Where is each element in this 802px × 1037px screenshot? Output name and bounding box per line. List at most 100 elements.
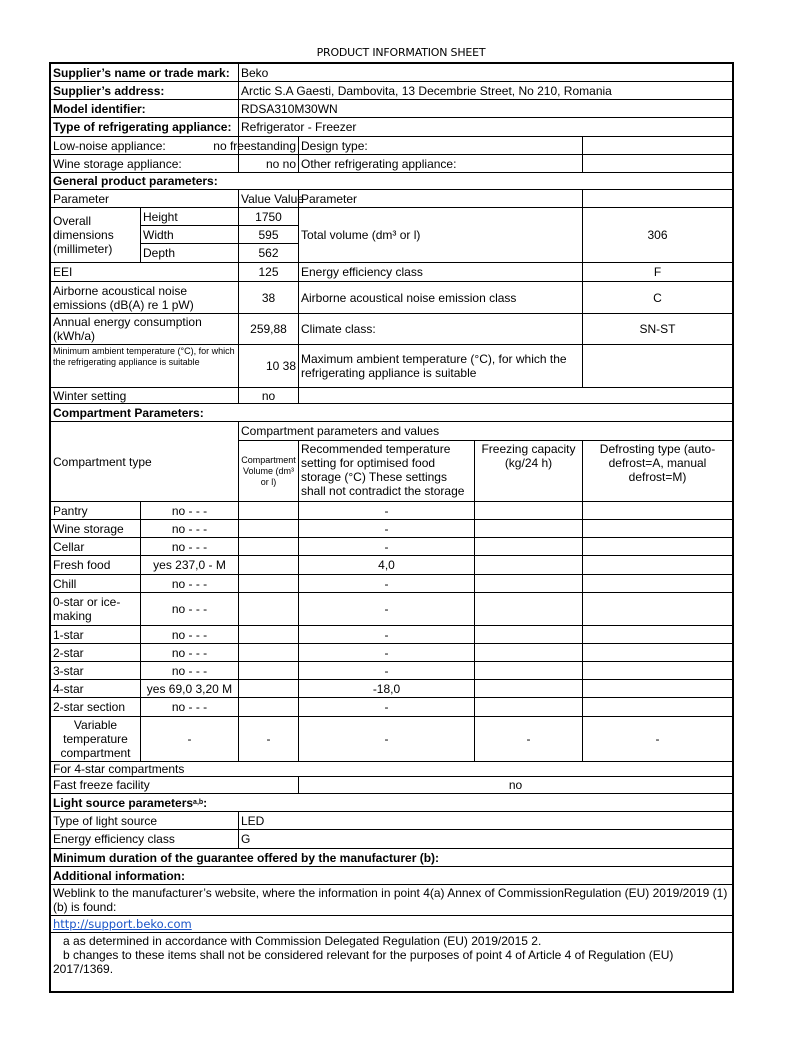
noise-emission-label: Airborne acoustical noise emissions (dB(… — [50, 281, 239, 314]
value-header-2 — [582, 189, 733, 208]
compartment-temperature: - — [298, 643, 475, 662]
footnote-a: a as determined in accordance with Commi… — [53, 934, 542, 948]
overall-dimensions-label: Overall dimensions (millimeter) — [50, 207, 141, 263]
noise-class-value: C — [582, 281, 733, 314]
compartment-name: Wine storage — [50, 519, 141, 538]
compartment-defrost-type — [582, 679, 733, 698]
footnote-b: b changes to these items shall not be co… — [53, 948, 677, 976]
design-type-value — [582, 136, 733, 155]
design-type-label: Design type: — [298, 136, 583, 155]
compartment-temperature: - — [298, 537, 475, 556]
compartment-defrost-type — [582, 697, 733, 717]
depth-value: 562 — [238, 243, 299, 263]
compartment-temperature: - — [298, 697, 475, 717]
compartment-name: Chill — [50, 574, 141, 593]
compartment-name: 2-star — [50, 643, 141, 662]
compartment-name: Cellar — [50, 537, 141, 556]
parameter-header: Parameter — [50, 189, 239, 208]
wine-storage-label: Wine storage appliance: — [50, 154, 239, 173]
compartment-defrost-type — [582, 537, 733, 556]
supplier-name-label: Supplier’s name or trade mark: — [50, 63, 239, 82]
width-label: Width — [140, 225, 239, 244]
footnotes: a as determined in accordance with Commi… — [50, 932, 733, 993]
parameter-header-2: Parameter — [298, 189, 583, 208]
variable-compartment-volume: - — [238, 716, 299, 762]
compartment-volume — [238, 679, 299, 698]
light-heading-suffix: : — [203, 795, 208, 810]
compartment-defrost-type — [582, 625, 733, 644]
fast-freeze-label: Fast freeze facility — [50, 776, 299, 794]
compartment-values: no - - - — [140, 501, 239, 520]
compartment-temperature: - — [298, 592, 475, 626]
compartment-values: no - - - — [140, 625, 239, 644]
compartment-temperature: - — [298, 519, 475, 538]
compartment-volume — [238, 519, 299, 538]
compartment-volume — [238, 697, 299, 717]
compartment-params-header: Compartment parameters and values — [238, 421, 733, 441]
compartment-freezing-capacity — [474, 592, 583, 626]
compartment-temperature: -18,0 — [298, 679, 475, 698]
winter-setting-blank — [298, 387, 733, 404]
compartment-freezing-capacity — [474, 501, 583, 520]
compartment-freezing-capacity — [474, 574, 583, 593]
compartment-volume — [238, 537, 299, 556]
supplier-address-value: Arctic S.A Gaesti, Dambovita, 13 Decembr… — [238, 81, 733, 100]
compartment-freezing-capacity — [474, 643, 583, 662]
compartment-values: no - - - — [140, 697, 239, 717]
climate-class-value: SN-ST — [582, 313, 733, 345]
compartment-name: 4-star — [50, 679, 141, 698]
annual-energy-label: Annual energy consumption (kWh/a) — [50, 313, 239, 345]
compartment-name: Pantry — [50, 501, 141, 520]
compartment-volume — [238, 625, 299, 644]
compartment-name: Fresh food — [50, 555, 141, 575]
compartment-type-header: Compartment type — [50, 421, 239, 502]
energy-class-value: F — [582, 262, 733, 282]
page-title: PRODUCT INFORMATION SHEET — [316, 46, 486, 59]
compartment-defrost-type — [582, 592, 733, 626]
low-noise-value: no freestanding — [213, 136, 299, 155]
compartment-defrost-type — [582, 519, 733, 538]
compartment-freezing-capacity — [474, 537, 583, 556]
min-ambient-temp-label: Minimum ambient temperature (°C), for wh… — [50, 344, 239, 388]
winter-setting-label: Winter setting — [50, 387, 239, 404]
variable-compartment-values: - — [140, 716, 239, 762]
compartment-volume — [238, 643, 299, 662]
compartment-defrost-type — [582, 661, 733, 680]
light-type-label: Type of light source — [50, 811, 239, 830]
climate-class-label: Climate class: — [298, 313, 583, 345]
compartment-name: 3-star — [50, 661, 141, 680]
appliance-type-label: Type of refrigerating appliance: — [50, 117, 239, 137]
compartment-values: yes 237,0 - M — [140, 555, 239, 575]
compartment-volume — [238, 592, 299, 626]
compartment-temperature: - — [298, 625, 475, 644]
compartment-values: no - - - — [140, 592, 239, 626]
compartment-freezing-capacity — [474, 661, 583, 680]
support-link-cell: http://support.beko.com — [50, 915, 733, 933]
total-volume-value: 306 — [582, 207, 733, 263]
compartment-name: 0-star or ice-making — [50, 592, 141, 626]
light-source-heading: Light source parameters a,b: — [50, 793, 733, 812]
general-parameters-heading: General product parameters: — [50, 172, 733, 190]
variable-compartment-temperature: - — [298, 716, 475, 762]
four-star-label: For 4-star compartments — [50, 761, 733, 777]
support-link[interactable]: http://support.beko.com — [53, 917, 192, 931]
value-header: Value Value — [238, 189, 304, 208]
low-noise-label: Low-noise appliance: — [50, 136, 239, 155]
max-ambient-temp-label: Maximum ambient temperature (°C), for wh… — [298, 344, 583, 388]
compartment-values: no - - - — [140, 643, 239, 662]
compartment-values: yes 69,0 3,20 M — [140, 679, 239, 698]
total-volume-label: Total volume (dm³ or l) — [298, 207, 583, 263]
winter-setting-value: no — [238, 387, 299, 404]
height-value: 1750 — [238, 207, 299, 226]
variable-compartment-name: Variable temperature compartment — [50, 716, 141, 762]
temperature-header: Recommended temperature setting for opti… — [298, 440, 475, 502]
light-type-value: LED — [238, 811, 733, 830]
compartment-parameters-heading: Compartment Parameters: — [50, 403, 733, 422]
compartment-volume — [238, 501, 299, 520]
light-class-value: G — [238, 829, 733, 849]
light-heading-text: Light source parameters — [53, 795, 194, 810]
other-appliance-value — [582, 154, 733, 173]
height-label: Height — [140, 207, 239, 226]
defrost-type-header: Defrosting type (auto-defrost=A, manual … — [582, 440, 733, 502]
compartment-freezing-capacity — [474, 519, 583, 538]
